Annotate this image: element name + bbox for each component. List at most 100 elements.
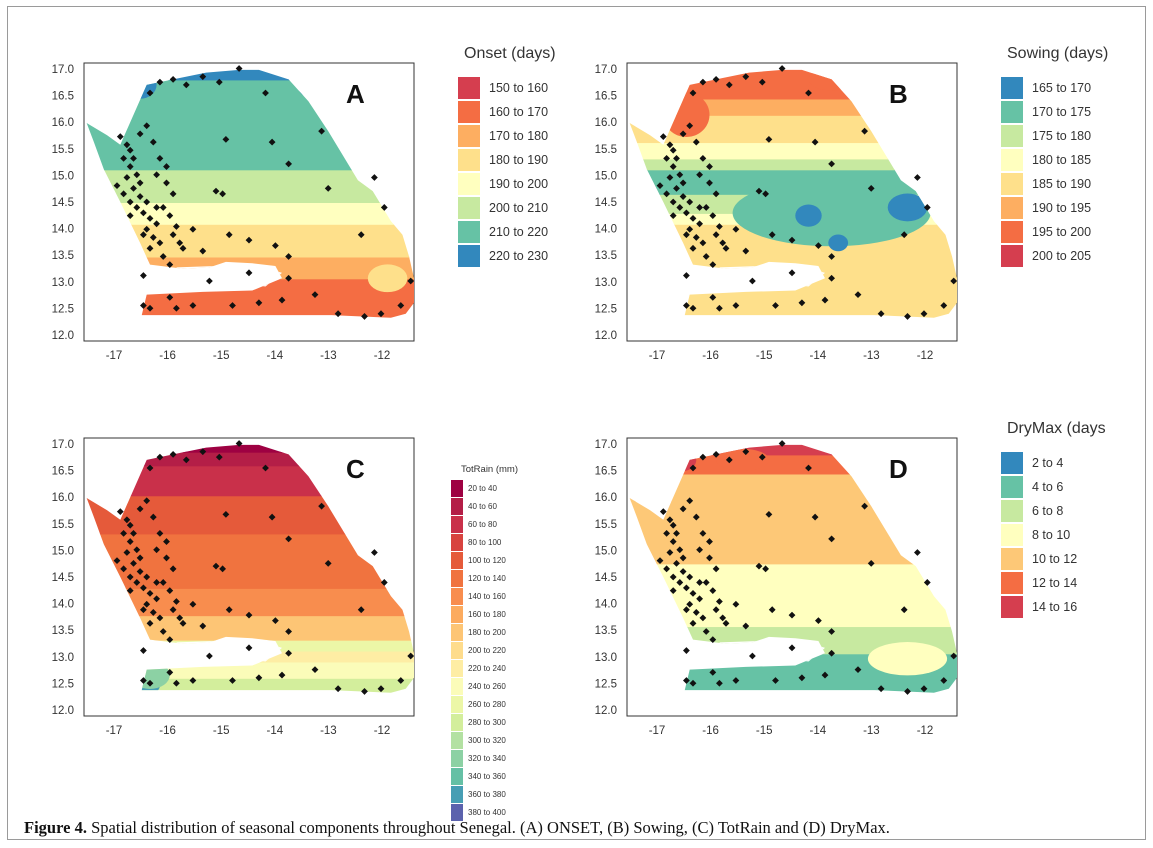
legend-entry: 10 to 12 xyxy=(1001,548,1077,570)
legend-entry: 200 to 220 xyxy=(451,642,506,659)
legend-swatch xyxy=(1001,572,1023,594)
station-marker xyxy=(719,239,727,247)
station-marker xyxy=(716,598,723,605)
station-marker xyxy=(123,174,131,181)
legend-entry: 160 to 170 xyxy=(458,101,548,123)
legend-swatch xyxy=(451,480,463,497)
legend-label: 40 to 60 xyxy=(468,502,497,511)
station-marker xyxy=(136,179,144,187)
station-marker xyxy=(673,184,680,192)
station-marker xyxy=(159,579,167,586)
station-marker xyxy=(861,502,868,510)
legend-entry: 150 to 160 xyxy=(458,77,548,99)
x-tick-label: -15 xyxy=(756,350,773,362)
station-marker xyxy=(169,565,177,573)
station-marker xyxy=(683,606,690,614)
station-marker xyxy=(377,685,385,693)
station-marker xyxy=(828,160,835,168)
station-marker xyxy=(706,538,713,545)
station-marker xyxy=(199,448,207,456)
station-marker xyxy=(179,619,187,627)
caption-label: Figure 4. xyxy=(24,818,87,837)
station-marker xyxy=(742,247,750,255)
station-marker xyxy=(742,448,750,456)
station-marker xyxy=(679,554,687,562)
station-marker xyxy=(255,299,263,307)
y-tick-label: 16.5 xyxy=(595,466,617,478)
legend-label: 12 to 14 xyxy=(1032,576,1078,590)
station-marker xyxy=(318,502,325,510)
station-marker xyxy=(169,190,177,198)
station-marker xyxy=(696,595,703,603)
legend-swatch xyxy=(458,125,480,147)
station-marker xyxy=(143,573,151,581)
legend-entry: 165 to 170 xyxy=(1001,77,1091,99)
station-marker xyxy=(663,530,670,537)
station-marker xyxy=(709,636,717,644)
station-marker xyxy=(679,130,687,138)
contour-band xyxy=(86,69,414,81)
station-marker xyxy=(206,277,213,285)
contour-blob xyxy=(795,204,822,227)
station-marker xyxy=(173,679,180,687)
legend-entry: 6 to 8 xyxy=(1001,500,1063,522)
legend-swatch xyxy=(451,588,463,605)
y-tick-label: 12.5 xyxy=(52,678,74,690)
station-marker xyxy=(176,239,184,247)
legend-swatch xyxy=(1001,149,1023,171)
x-tick-label: -14 xyxy=(809,350,826,362)
legend-swatch xyxy=(451,624,463,641)
legend-swatch xyxy=(451,516,463,533)
contour-band xyxy=(86,677,414,693)
station-marker xyxy=(140,606,147,614)
station-marker xyxy=(689,464,697,472)
legend-swatch xyxy=(458,101,480,123)
legend-entry: 380 to 400 xyxy=(451,804,506,821)
legend-label: 80 to 100 xyxy=(468,538,502,547)
station-marker xyxy=(166,212,174,220)
legend-entry: 195 to 200 xyxy=(1001,221,1091,243)
y-tick-label: 17.0 xyxy=(595,439,617,451)
y-tick-label: 13.0 xyxy=(595,652,617,664)
station-marker xyxy=(140,584,147,592)
station-marker xyxy=(156,239,164,247)
station-marker xyxy=(742,622,750,630)
station-marker xyxy=(683,677,690,684)
station-marker xyxy=(153,546,160,554)
station-marker xyxy=(749,652,756,660)
station-marker xyxy=(712,76,720,83)
station-marker xyxy=(679,193,687,200)
legend-entry: 175 to 180 xyxy=(1001,125,1091,147)
legend-label: 220 to 240 xyxy=(468,664,506,673)
station-marker xyxy=(673,559,680,567)
legend-entry: 190 to 200 xyxy=(458,173,548,195)
legend-swatch xyxy=(451,804,463,821)
legend-swatch xyxy=(451,786,463,803)
y-tick-label: 13.5 xyxy=(52,250,74,262)
contour-band xyxy=(629,142,957,160)
legend-label: 8 to 10 xyxy=(1032,528,1071,542)
legend-label: 360 to 380 xyxy=(468,790,506,799)
station-marker xyxy=(255,674,263,682)
station-marker xyxy=(904,313,911,320)
legend-entry: 180 to 200 xyxy=(451,624,506,641)
station-marker xyxy=(123,141,131,149)
station-marker xyxy=(692,609,700,616)
station-marker xyxy=(176,614,184,622)
station-marker xyxy=(272,617,279,624)
station-marker xyxy=(285,649,292,657)
legend-swatch xyxy=(458,149,480,171)
legend-swatch xyxy=(458,173,480,195)
station-marker xyxy=(149,138,157,146)
station-marker xyxy=(166,293,174,301)
station-marker xyxy=(397,302,405,309)
y-tick-label: 12.0 xyxy=(595,330,617,342)
station-marker xyxy=(136,505,144,513)
legend-entry: 190 to 195 xyxy=(1001,197,1091,219)
legend-entry: 4 to 6 xyxy=(1001,476,1063,498)
legend-entry: 8 to 10 xyxy=(1001,524,1070,546)
station-marker xyxy=(768,231,776,239)
station-marker xyxy=(189,600,197,608)
legend-entry: 360 to 380 xyxy=(451,786,506,803)
station-marker xyxy=(229,677,236,684)
